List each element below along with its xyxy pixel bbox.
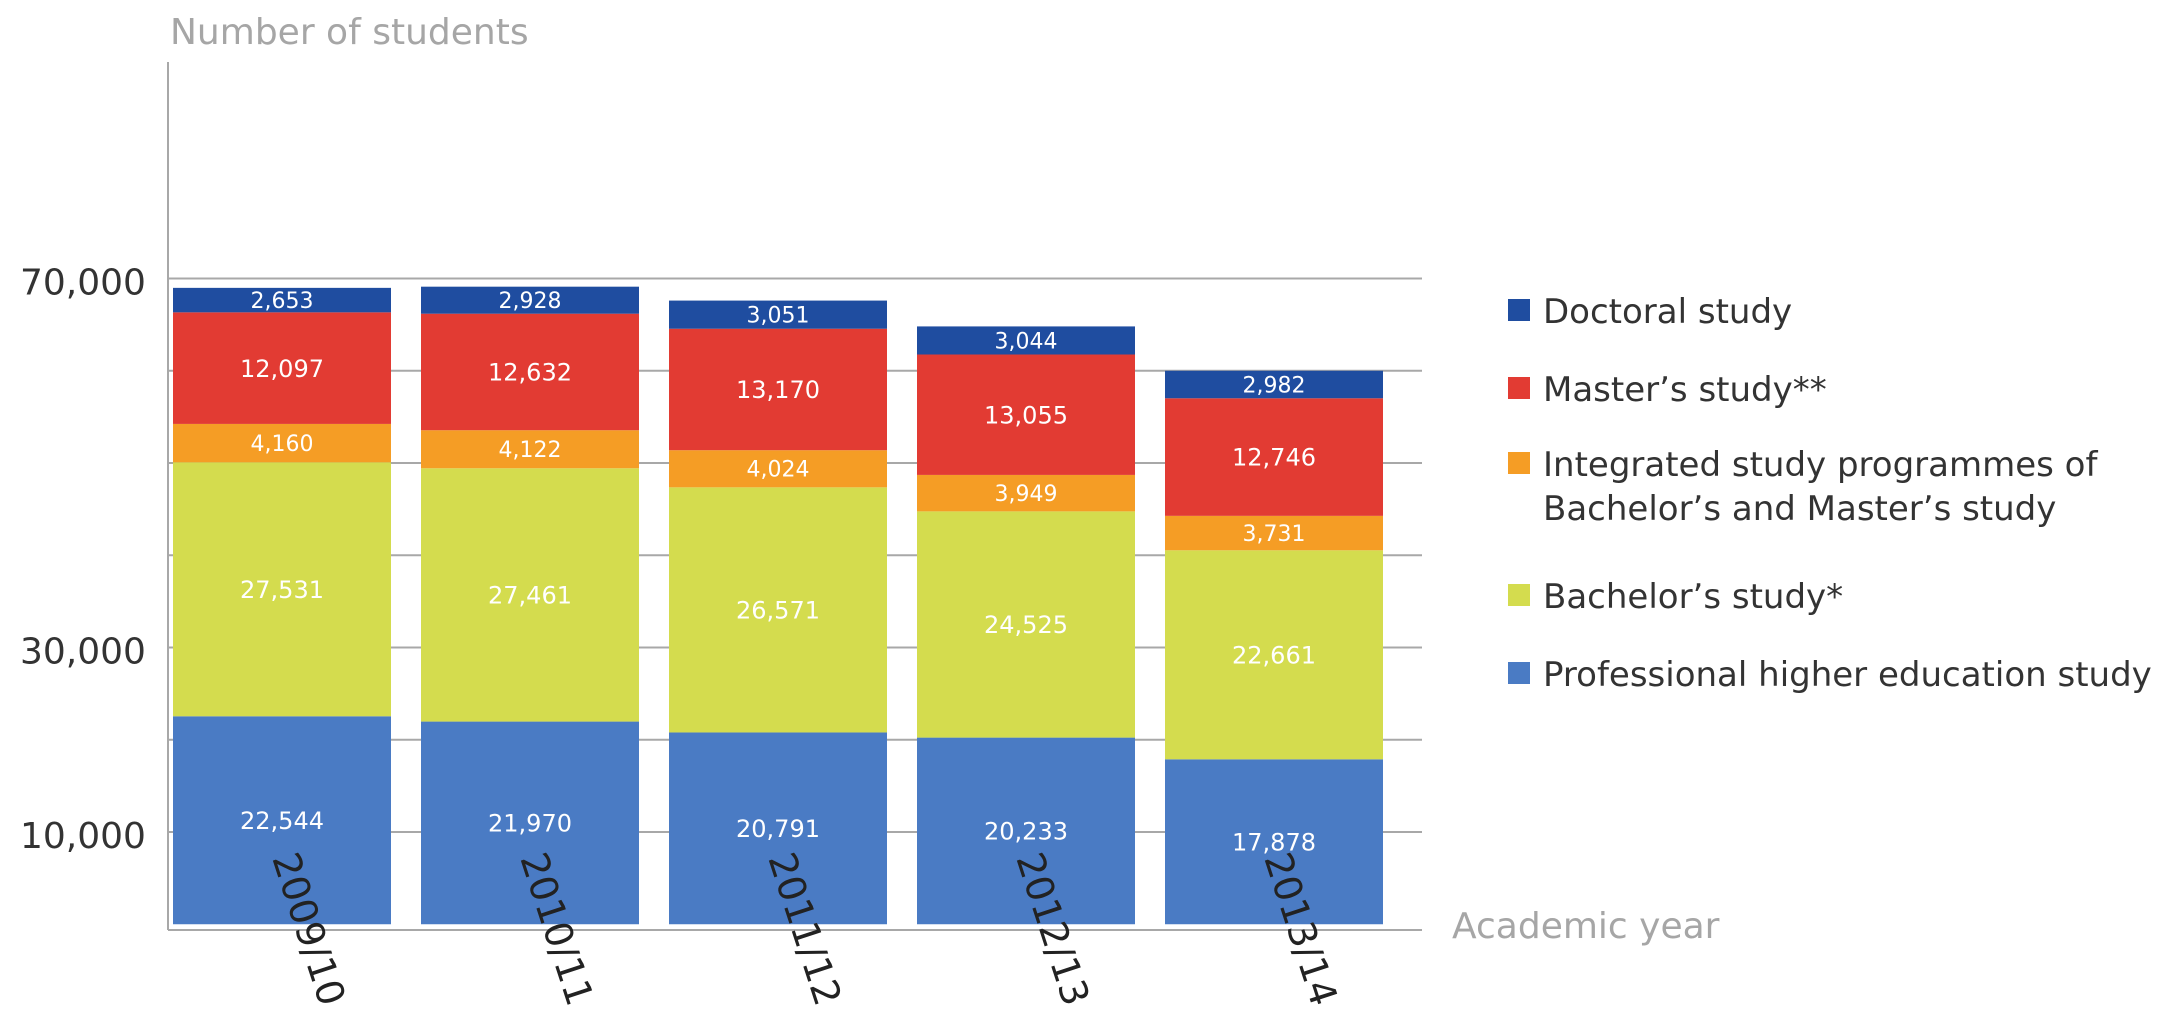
bar-segment xyxy=(669,328,887,451)
data-label: 21,970 xyxy=(488,810,572,838)
bar-segment xyxy=(421,430,639,469)
legend-item: Master’s study** xyxy=(1508,370,1827,410)
bar-segment xyxy=(421,468,639,722)
bar-segment xyxy=(1165,370,1383,399)
data-label: 26,571 xyxy=(736,597,820,625)
legend-label: Bachelor’s study* xyxy=(1543,577,1843,617)
y-axis-title: Number of students xyxy=(170,12,529,53)
data-label: 4,160 xyxy=(251,432,314,457)
bar-segment xyxy=(917,474,1135,512)
data-label: 2,928 xyxy=(499,289,562,314)
data-label: 3,044 xyxy=(995,329,1058,354)
data-label: 22,661 xyxy=(1232,641,1316,669)
data-label: 22,544 xyxy=(240,807,324,835)
data-label: 20,233 xyxy=(984,818,1068,846)
data-label: 13,170 xyxy=(736,376,820,404)
data-label: 24,525 xyxy=(984,611,1068,639)
bar-segment xyxy=(421,313,639,431)
legend-label: Bachelor’s and Master’s study xyxy=(1543,489,2056,529)
data-label: 17,878 xyxy=(1232,828,1316,856)
bar-segment xyxy=(1165,398,1383,516)
bar-stack: 20,791 26,571 4,024 13,170 3,051 xyxy=(669,300,887,925)
bar-stack: 21,970 27,461 4,122 12,632 2,928 xyxy=(421,286,639,925)
legend-item: Professional higher education study xyxy=(1508,655,2152,695)
legend-label: Integrated study programmes of xyxy=(1543,445,2098,485)
bar-segment xyxy=(669,450,887,488)
bar-stack: 17,878 22,661 3,731 12,746 2,982 xyxy=(1165,370,1383,925)
bar-segment xyxy=(173,312,391,424)
data-label: 13,055 xyxy=(984,401,1068,429)
legend-swatch xyxy=(1508,299,1530,321)
data-label: 4,024 xyxy=(747,458,810,483)
bar-stack: 20,233 24,525 3,949 13,055 3,044 xyxy=(917,326,1135,925)
legend-swatch xyxy=(1508,377,1530,399)
bar-segment xyxy=(917,326,1135,355)
bar-segment xyxy=(1165,515,1383,551)
bar-segment xyxy=(173,462,391,717)
legend-item: Doctoral study xyxy=(1508,292,1792,332)
y-tick-label: 10,000 xyxy=(20,816,146,857)
bar-segment xyxy=(1165,759,1383,925)
bar-segment xyxy=(1165,550,1383,760)
legend-swatch xyxy=(1508,452,1530,474)
bar-segment xyxy=(669,487,887,733)
bar-segment xyxy=(917,354,1135,475)
bar-segment xyxy=(173,287,391,313)
legend-label: Doctoral study xyxy=(1543,292,1792,332)
bar-segment xyxy=(173,423,391,463)
legend-item: Bachelor’s study* xyxy=(1508,577,1843,617)
data-label: 20,791 xyxy=(736,815,820,843)
bar-stack: 22,544 27,531 4,160 12,097 2,653 xyxy=(173,287,391,925)
legend-swatch xyxy=(1508,584,1530,606)
y-tick-label: 30,000 xyxy=(20,632,146,673)
bar-segment xyxy=(669,732,887,925)
y-tick-label: 70,000 xyxy=(20,263,146,304)
data-label: 12,746 xyxy=(1232,444,1316,472)
data-label: 27,531 xyxy=(240,576,324,604)
data-label: 2,653 xyxy=(251,289,314,314)
bar-segment xyxy=(669,300,887,329)
data-label: 12,632 xyxy=(488,359,572,387)
bar-segment xyxy=(917,737,1135,925)
data-label: 3,731 xyxy=(1243,522,1306,547)
axes xyxy=(167,62,1422,931)
legend-swatch xyxy=(1508,662,1530,684)
data-label: 2,982 xyxy=(1243,373,1306,398)
legend: Doctoral study Master’s study** Integrated… xyxy=(1508,292,2152,695)
data-label: 12,097 xyxy=(240,355,324,383)
bars: 22,544 27,531 4,160 12,097 2,653 21,970 27,461… xyxy=(173,286,1383,925)
x-axis-title: Academic year xyxy=(1452,906,1720,947)
data-label: 3,949 xyxy=(995,482,1058,507)
bar-segment xyxy=(173,716,391,925)
data-label: 27,461 xyxy=(488,582,572,610)
y-tick-labels: 10,000 30,000 70,000 xyxy=(20,263,146,858)
legend-label: Master’s study** xyxy=(1543,370,1827,410)
bar-segment xyxy=(917,511,1135,738)
legend-item: Integrated study programmes ofBachelor’s… xyxy=(1508,445,2098,529)
bar-segment xyxy=(421,721,639,925)
data-label: 3,051 xyxy=(747,304,810,329)
bar-segment xyxy=(421,286,639,314)
data-label: 4,122 xyxy=(499,438,562,463)
legend-label: Professional higher education study xyxy=(1543,655,2152,695)
